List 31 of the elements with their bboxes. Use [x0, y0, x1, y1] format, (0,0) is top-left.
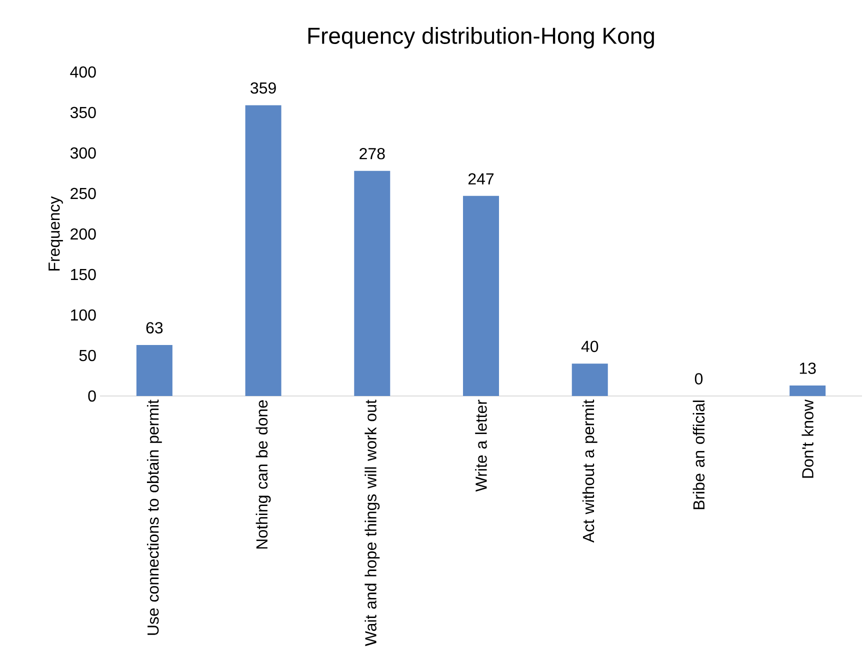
- bar: [354, 170, 390, 396]
- x-tick-label: Nothing can be done: [256, 400, 271, 549]
- data-label: 63: [146, 322, 163, 334]
- bar: [463, 196, 500, 396]
- data-label: 40: [581, 340, 598, 352]
- data-label: 13: [800, 362, 816, 374]
- bar: [136, 344, 172, 396]
- x-tick-label: Don't know: [802, 399, 814, 478]
- y-axis-title: Frequency: [48, 196, 63, 270]
- bar: [572, 364, 608, 396]
- y-tick-label: 200: [70, 228, 96, 240]
- data-label: 247: [468, 173, 494, 184]
- y-tick-label: 350: [70, 106, 96, 118]
- x-tick-label: Use connections to obtain permit: [146, 400, 162, 635]
- data-label: 278: [360, 148, 385, 160]
- chart-title: Frequency distribution-Hong Kong: [308, 27, 654, 48]
- data-label: 0: [694, 373, 703, 384]
- bar: [245, 105, 282, 396]
- y-tick-label: 50: [79, 350, 96, 362]
- y-tick-label: 250: [70, 188, 96, 200]
- x-tick-label: Act without a permit: [582, 400, 598, 543]
- y-tick-label: 0: [88, 390, 96, 402]
- x-tick-label: Wait and hope things will work out: [364, 400, 380, 646]
- bar: [790, 385, 826, 396]
- data-label: 359: [250, 82, 276, 94]
- y-tick-label: 150: [71, 268, 96, 280]
- x-tick-label: Write a letter: [475, 400, 487, 492]
- y-tick-label: 400: [70, 66, 96, 78]
- y-tick-label: 300: [70, 147, 96, 159]
- y-tick-label: 100: [71, 309, 96, 321]
- x-tick-label: Bribe an official: [692, 400, 705, 510]
